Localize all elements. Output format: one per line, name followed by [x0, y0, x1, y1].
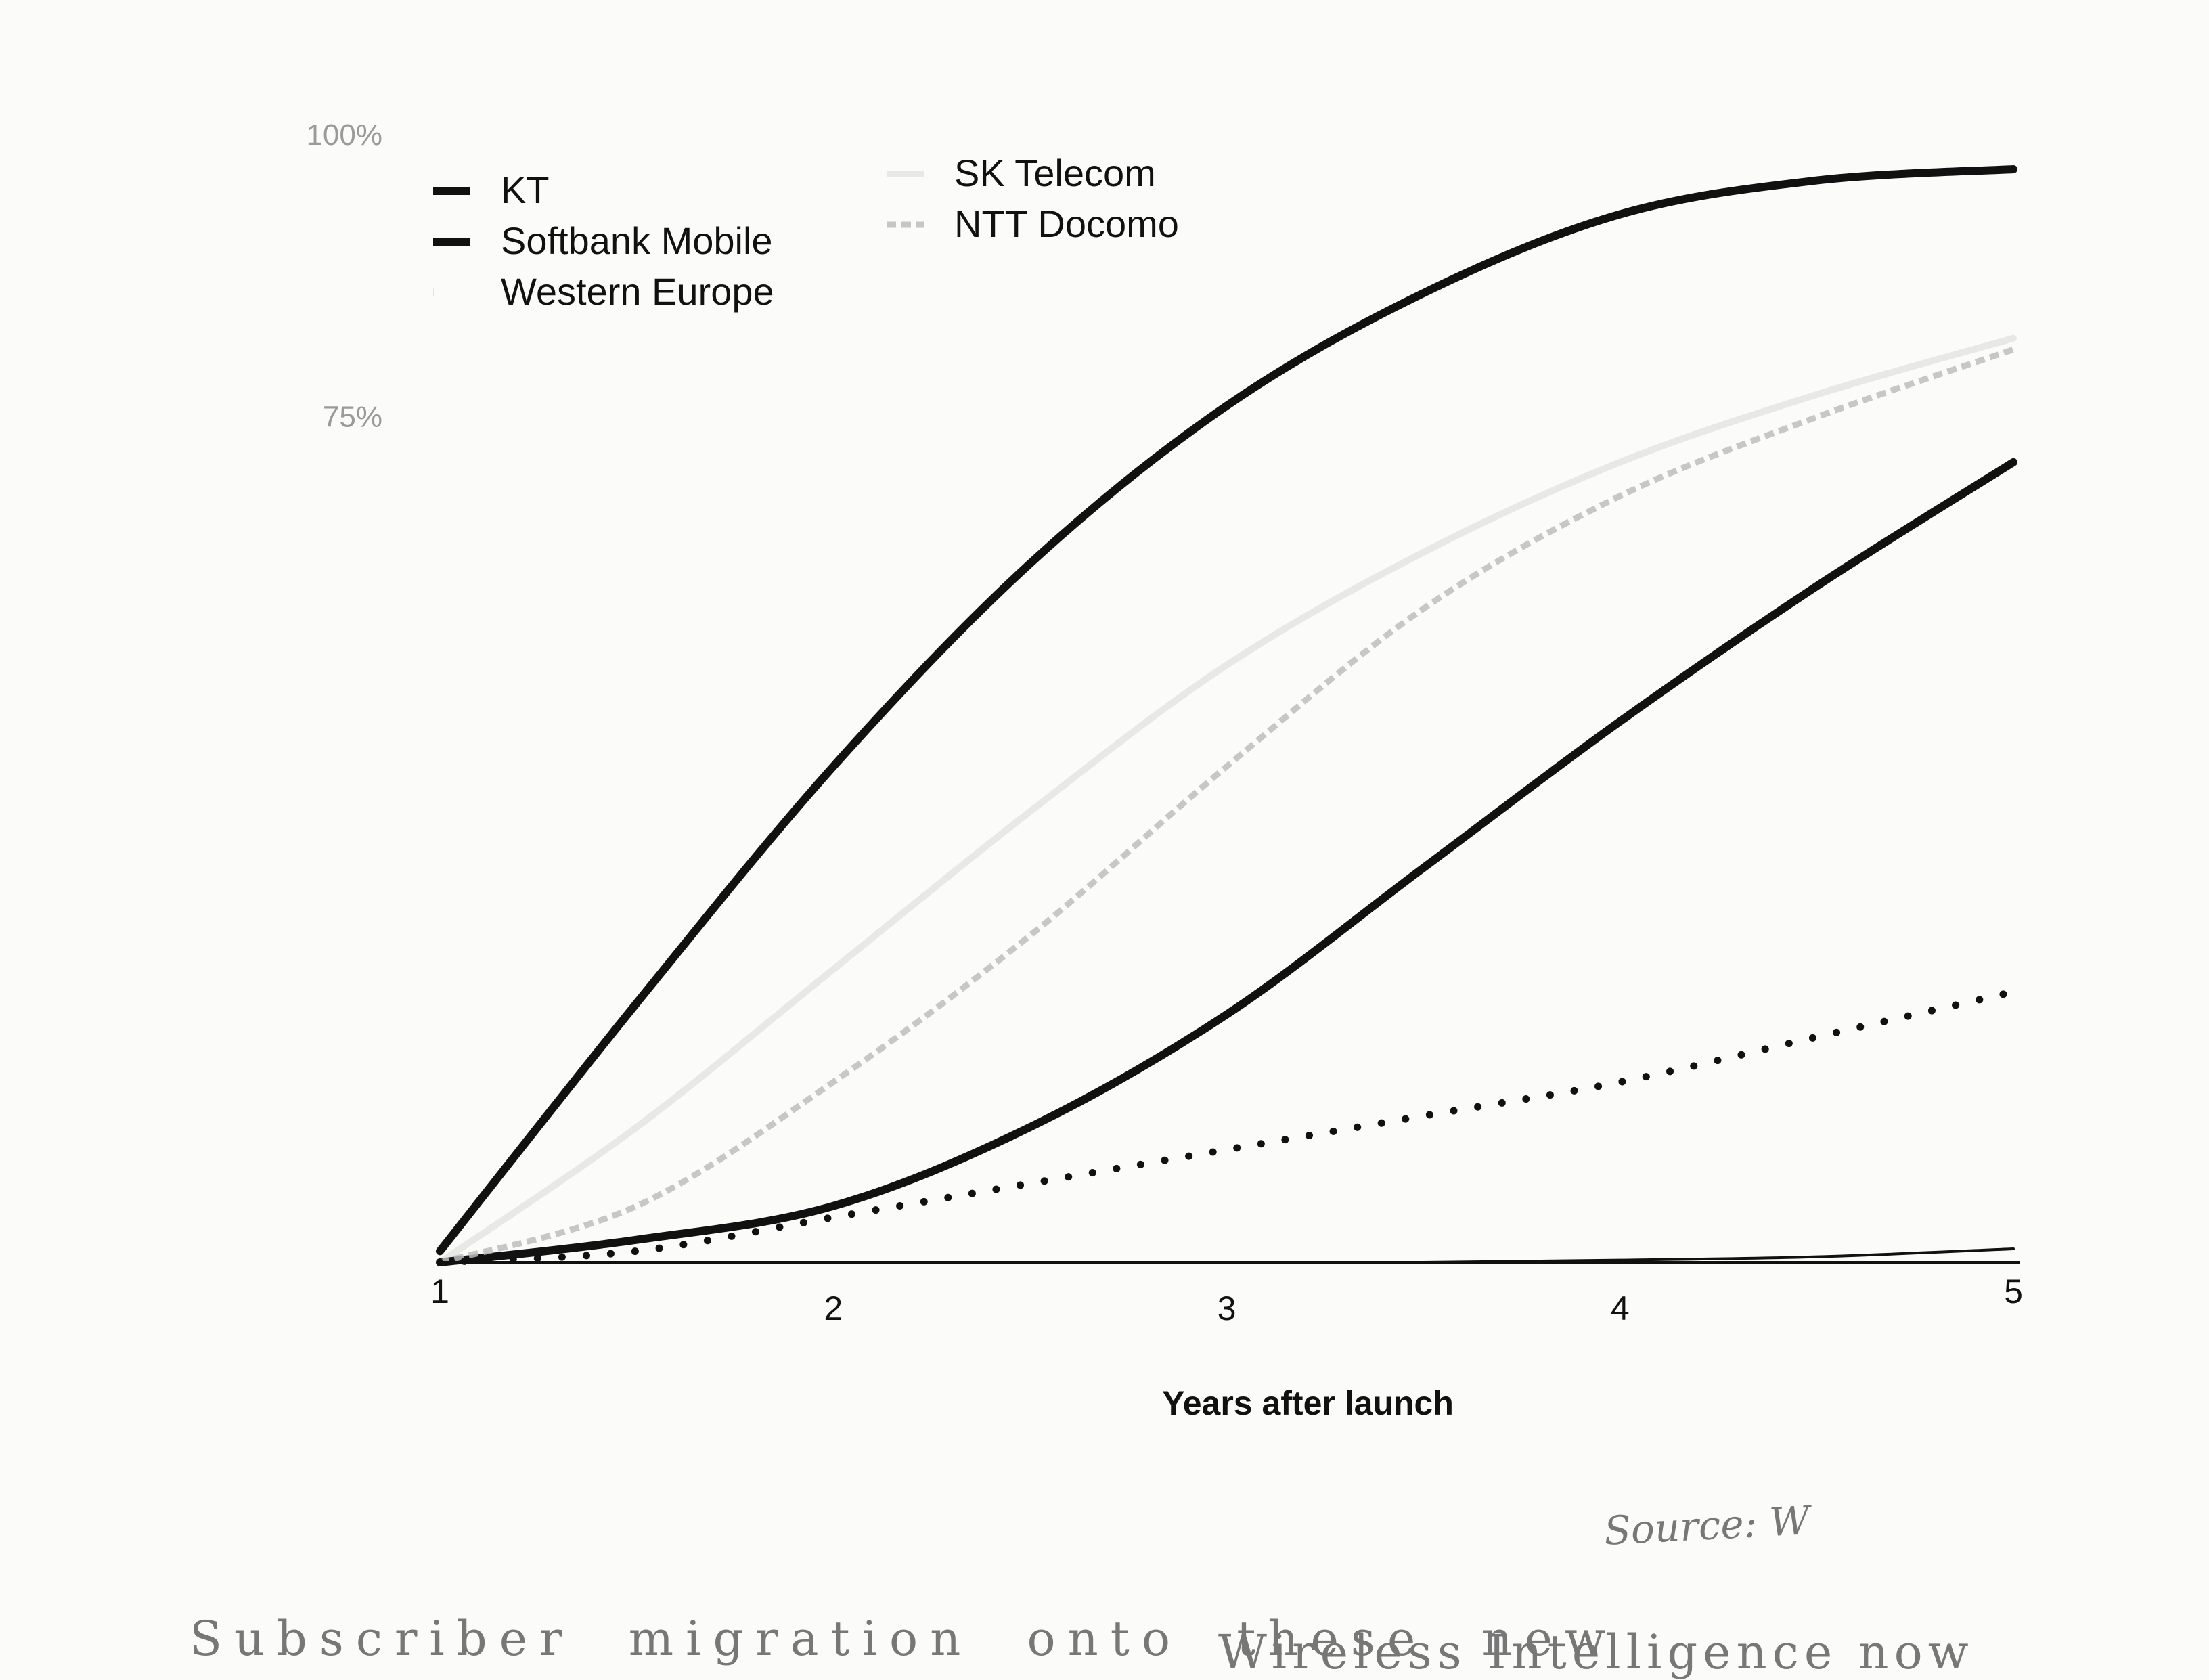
series-line-unnamed-5 [439, 1247, 2015, 1264]
x-tick-3: 3 [1218, 1289, 1236, 1327]
series-line-softbank-mobile [436, 458, 2017, 1266]
y-tick-labels: 100% 75% [306, 118, 382, 433]
series-line-ntt-docomo [439, 347, 2015, 1266]
series-line-sk-telecom [437, 334, 2017, 1266]
series-line-western-europe [436, 988, 2017, 1266]
legend-label-ntt-docomo: NTT Docomo [954, 202, 1179, 245]
legend-label-kt: KT [501, 169, 550, 211]
y-tick-100: 100% [306, 118, 382, 152]
legend-label-sk-telecom: SK Telecom [954, 152, 1156, 194]
body-text-right: Wireless Intelligence now [1218, 1624, 1974, 1680]
x-tick-4: 4 [1611, 1289, 1630, 1327]
x-tick-1: 1 [430, 1273, 449, 1310]
x-tick-labels: 1 2 3 4 5 [430, 1273, 2023, 1327]
legend-label-softbank-mobile: Softbank Mobile [501, 219, 773, 262]
series-lines [436, 164, 2017, 1266]
legend-label-western-europe: Western Europe [501, 270, 774, 313]
legend: KT SK Telecom Softbank Mobile NTT Docomo Wes… [433, 152, 1179, 313]
x-axis-title: Years after launch [1162, 1384, 1454, 1422]
x-tick-5: 5 [2004, 1273, 2023, 1310]
y-tick-75: 75% [323, 400, 382, 433]
x-tick-2: 2 [824, 1289, 843, 1327]
series-line-kt [436, 164, 2017, 1256]
